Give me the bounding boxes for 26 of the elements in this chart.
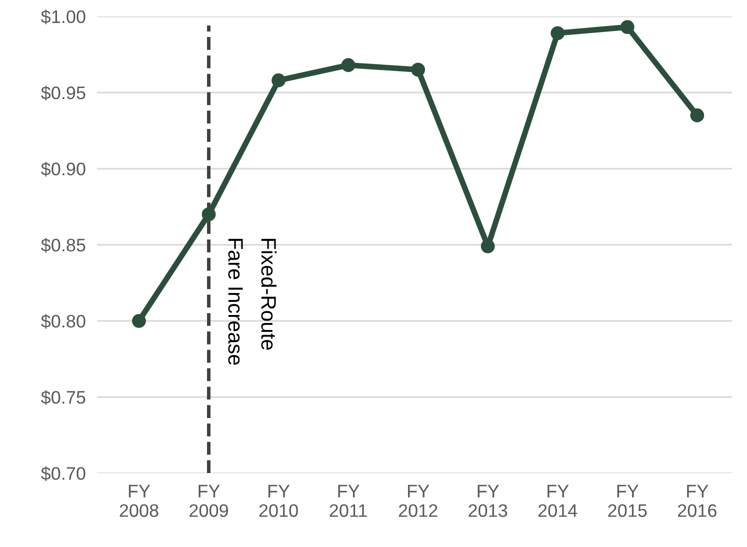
y-tick-label: $0.90 — [41, 162, 86, 176]
y-tick-label: $0.85 — [41, 238, 86, 253]
x-tick-label: FY 2015 — [608, 484, 647, 517]
x-tick-label: FY 2013 — [468, 484, 508, 517]
ref-line-label: Fixed-Route Fare Increase — [228, 238, 277, 365]
point — [411, 62, 426, 77]
x-tick-label: FY 2012 — [398, 484, 438, 517]
point — [132, 314, 146, 328]
point — [480, 239, 495, 254]
x-tick-label: FY 2010 — [259, 484, 298, 517]
x-tick-label: FY 2008 — [120, 484, 158, 517]
y-tick-label: $0.75 — [41, 390, 86, 405]
y-tick-label: $0.95 — [41, 86, 86, 100]
y-tick-label: $0.80 — [41, 314, 86, 329]
point — [202, 207, 216, 222]
y-tick-label: $1.00 — [41, 10, 86, 24]
point — [341, 58, 356, 72]
x-tick-label: FY 2014 — [538, 484, 578, 517]
point — [272, 73, 286, 88]
x-tick-label: FY 2011 — [330, 484, 367, 517]
point — [620, 20, 634, 34]
x-tick-label: FY 2016 — [678, 484, 716, 517]
point — [550, 26, 565, 40]
x-tick-label: FY 2009 — [190, 484, 228, 517]
point — [690, 108, 704, 122]
y-tick-label: $0.70 — [41, 466, 86, 481]
